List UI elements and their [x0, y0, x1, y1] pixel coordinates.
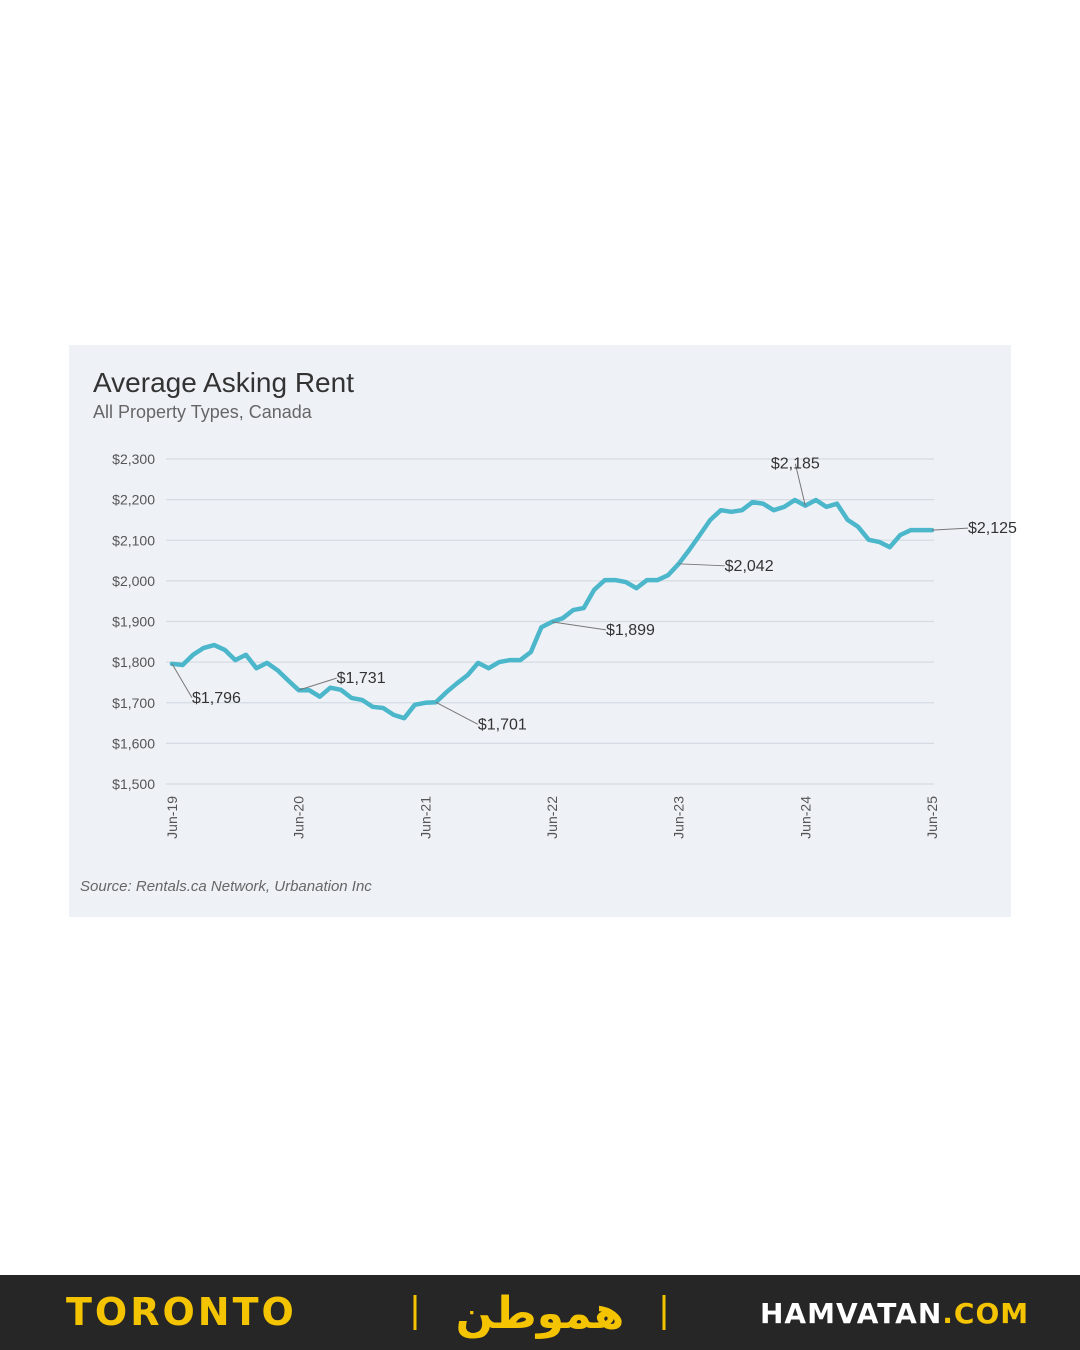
x-tick-label: Jun-25: [924, 796, 940, 839]
x-tick-label: Jun-21: [417, 796, 433, 839]
leader-line: [794, 463, 806, 506]
x-tick-label: Jun-22: [544, 796, 560, 839]
value-label: $1,701: [478, 716, 527, 733]
site-name: HAMVATAN: [760, 1297, 942, 1330]
value-label: $2,042: [725, 558, 774, 575]
x-tick-label: Jun-19: [164, 796, 180, 839]
footer-bar: [0, 1275, 1080, 1350]
y-tick-label: $2,200: [112, 492, 155, 508]
leader-line: [931, 527, 969, 531]
leader-line: [678, 563, 725, 567]
y-tick-label: $2,100: [112, 532, 155, 548]
footer-logo: هموطن: [456, 1288, 625, 1339]
x-tick-label: Jun-23: [671, 796, 687, 839]
x-tick-label: Jun-24: [797, 796, 813, 839]
chart-title: Average Asking Rent: [93, 367, 354, 398]
y-tick-label: $1,700: [112, 695, 155, 711]
y-tick-label: $2,000: [112, 573, 155, 589]
y-tick-label: $1,900: [112, 614, 155, 630]
footer-city: TORONTO: [66, 1290, 297, 1334]
chart-source: Source: Rentals.ca Network, Urbanation I…: [80, 878, 372, 895]
y-tick-label: $1,500: [112, 776, 155, 792]
footer-site: HAMVATAN.COM: [760, 1297, 1029, 1330]
y-tick-label: $1,800: [112, 654, 155, 670]
value-label: $1,731: [337, 670, 386, 687]
leader-line: [435, 701, 479, 725]
leader-line: [171, 663, 193, 699]
x-tick-label: Jun-20: [291, 796, 307, 839]
value-label: $1,899: [606, 622, 655, 639]
chart-subtitle: All Property Types, Canada: [93, 402, 313, 422]
y-tick-label: $1,600: [112, 735, 155, 751]
value-label: $2,125: [968, 520, 1017, 537]
value-label: $2,185: [771, 456, 820, 473]
leader-line: [298, 677, 337, 691]
value-label: $1,796: [192, 690, 241, 707]
y-tick-label: $2,300: [112, 451, 155, 467]
site-tld: .COM: [942, 1297, 1029, 1330]
plot: $1,500 $1,600 $1,700 $1,800 $1,900 $2,000 $2,1…: [112, 451, 1017, 839]
leader-line: [551, 621, 607, 631]
